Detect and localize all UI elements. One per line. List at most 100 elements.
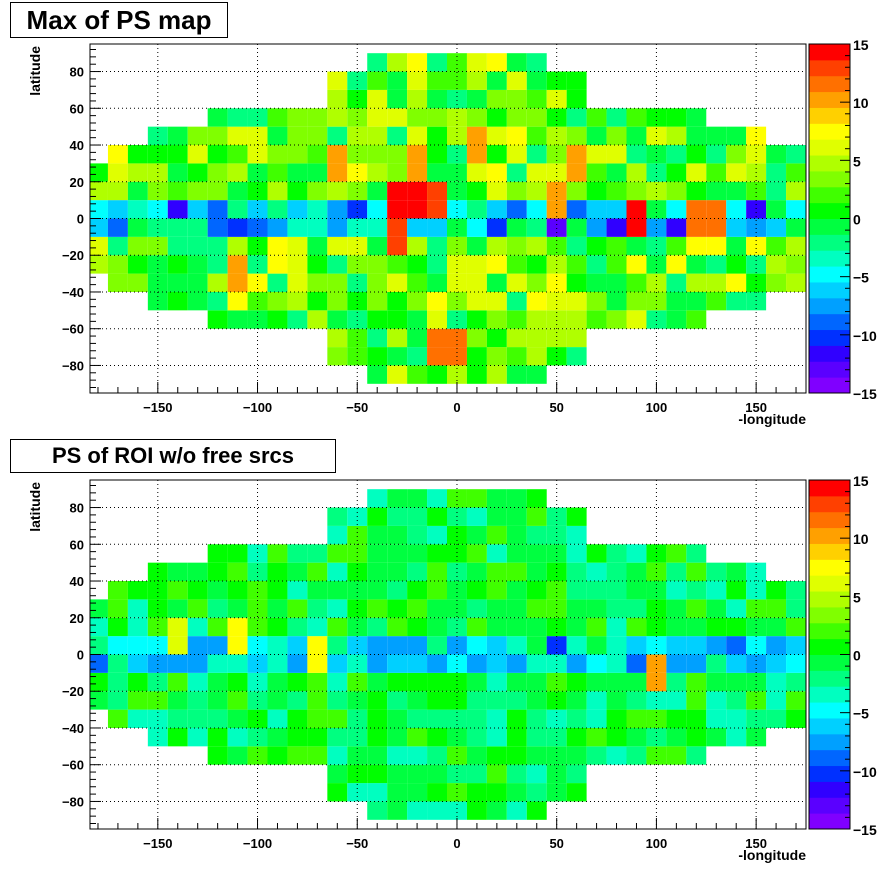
y-tick-label: 20 xyxy=(70,611,84,626)
x-tick-label: 150 xyxy=(745,400,767,415)
color-bar-segment xyxy=(809,495,850,513)
heatmap-cell xyxy=(207,181,228,201)
heatmap-cell xyxy=(227,581,248,600)
heatmap-cell xyxy=(167,709,188,728)
heatmap-cell xyxy=(526,599,547,618)
heatmap-cell xyxy=(287,727,308,747)
heatmap-cell xyxy=(686,709,707,728)
heatmap-cell xyxy=(367,310,388,329)
heatmap-cell xyxy=(626,145,647,164)
heatmap-cell xyxy=(427,617,448,637)
heatmap-cell xyxy=(786,654,806,673)
heatmap-cell xyxy=(546,525,567,545)
heatmap-cell xyxy=(666,727,687,747)
heatmap-cell xyxy=(347,236,368,256)
heatmap-cell xyxy=(786,709,806,728)
heatmap-cell xyxy=(566,89,587,109)
heatmap-cell xyxy=(566,709,587,728)
heatmap-cell xyxy=(766,145,787,164)
heatmap-cell xyxy=(247,617,268,637)
heatmap-cell xyxy=(526,273,547,292)
heatmap-cell xyxy=(407,145,428,164)
heatmap-cell xyxy=(367,525,388,545)
heatmap-cell xyxy=(546,581,567,600)
heatmap-cell xyxy=(506,617,527,637)
heatmap-cell xyxy=(387,507,408,526)
heatmap-cell xyxy=(387,53,408,72)
heatmap-cell xyxy=(506,672,527,692)
max-ps-map-panel: Max of PS map −150 −100 −50 0 50 100 150 -longi… xyxy=(10,2,877,427)
color-bar-segment xyxy=(809,733,850,751)
heatmap-cell xyxy=(327,507,348,526)
x-tick-label: −50 xyxy=(346,836,368,851)
heatmap-cell xyxy=(466,218,487,237)
heatmap-cell xyxy=(307,273,328,292)
heatmap-cell xyxy=(466,654,487,673)
heatmap-cell xyxy=(586,126,607,146)
heatmap-cell xyxy=(367,727,388,747)
heatmap-cell xyxy=(606,126,627,146)
color-bar: −15 −10 −5 0 5 10 15 xyxy=(808,37,877,402)
heatmap-cell xyxy=(546,273,567,292)
heatmap-cell xyxy=(606,310,627,329)
heatmap-cell xyxy=(147,562,168,582)
heatmap-cell xyxy=(227,691,248,710)
heatmap-cell xyxy=(566,273,587,292)
color-bar-segment xyxy=(809,250,850,267)
heatmap-cell xyxy=(586,200,607,219)
chart-title: Max of PS map xyxy=(10,2,228,38)
heatmap-cell xyxy=(187,163,208,182)
color-bar-segment xyxy=(809,622,850,640)
heatmap-cell xyxy=(706,581,727,600)
heatmap-cell xyxy=(486,636,507,655)
heatmap-cell xyxy=(187,654,208,673)
heatmap-cell xyxy=(586,636,607,655)
heatmap-cell xyxy=(626,617,647,637)
heatmap-cell xyxy=(526,347,547,366)
heatmap-cell xyxy=(90,200,108,219)
heatmap-cell xyxy=(566,255,587,274)
heatmap-cell xyxy=(726,581,747,600)
color-bar-segment xyxy=(809,480,850,497)
heatmap-cell xyxy=(167,200,188,219)
heatmap-cell xyxy=(586,617,607,637)
heatmap-cell xyxy=(187,709,208,728)
heatmap-cell xyxy=(347,525,368,545)
heatmap-cell xyxy=(646,617,667,637)
heatmap-cell xyxy=(167,654,188,673)
heatmap-cell xyxy=(626,273,647,292)
heatmap-cell xyxy=(466,636,487,655)
heatmap-cell xyxy=(666,273,687,292)
heatmap-cell xyxy=(566,163,587,182)
color-bar-segment xyxy=(809,234,850,251)
heatmap-cell xyxy=(686,310,707,329)
heatmap-cell xyxy=(107,617,128,637)
heatmap-cell xyxy=(726,181,747,201)
heatmap-cell xyxy=(227,218,248,237)
heatmap-cell xyxy=(327,691,348,710)
color-bar-label: −10 xyxy=(853,764,877,780)
heatmap-cell xyxy=(287,562,308,582)
heatmap-cell xyxy=(327,71,348,90)
heatmap-cell xyxy=(107,581,128,600)
heatmap-cell xyxy=(526,636,547,655)
heatmap-cell xyxy=(626,218,647,237)
heatmap-cell xyxy=(706,562,727,582)
heatmap-cell xyxy=(90,636,108,655)
heatmap-cell xyxy=(147,126,168,146)
heatmap-cell xyxy=(107,599,128,618)
heatmap-cell xyxy=(207,636,228,655)
heatmap-cell xyxy=(586,599,607,618)
color-bar-segment xyxy=(809,170,850,188)
heatmap-cell xyxy=(586,273,607,292)
heatmap-cell xyxy=(526,126,547,146)
heatmap-cell xyxy=(367,654,388,673)
heatmap-cell xyxy=(127,691,148,710)
heatmap-cell xyxy=(247,126,268,146)
heatmap-cell xyxy=(606,108,627,127)
heatmap-cell xyxy=(706,273,727,292)
heatmap-cell xyxy=(486,783,507,802)
heatmap-cell xyxy=(766,163,787,182)
heatmap-cell xyxy=(187,291,208,311)
heatmap-cell xyxy=(307,218,328,237)
